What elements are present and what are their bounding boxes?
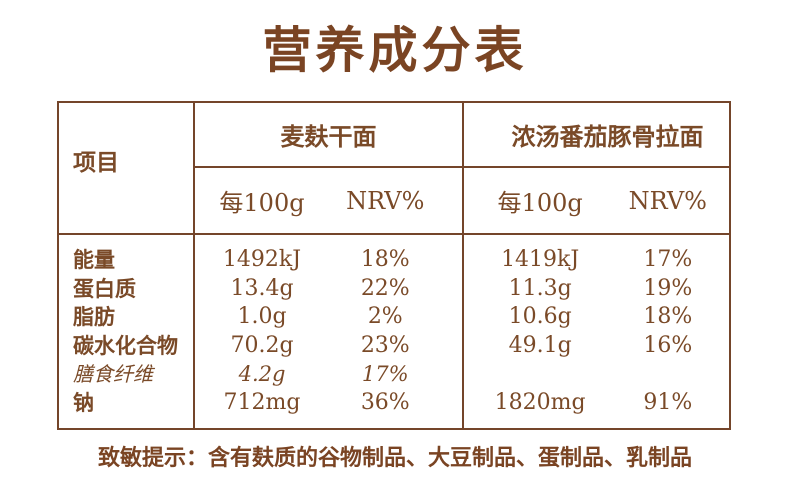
p1-nrv: 17% bbox=[361, 362, 409, 386]
p1-amount: 13.4g bbox=[230, 275, 294, 301]
product1-per100g-header: 每100g bbox=[219, 189, 305, 217]
p1-nrv: 2% bbox=[367, 304, 403, 329]
product2-name-header: 浓汤番茄豚骨拉面 bbox=[511, 122, 704, 151]
product1-name-header: 麦麸干面 bbox=[280, 122, 377, 151]
nutrition-table: 项目 麦麸干面 浓汤番茄豚骨拉面 每100g NRV% 每100g NRV% 能… bbox=[57, 101, 731, 430]
product1-subheaders: 每100g NRV% bbox=[195, 168, 463, 233]
row-label: 能量 bbox=[73, 247, 115, 272]
product2-nrv-header: NRV% bbox=[628, 186, 707, 215]
table-body: 能量 1492kJ 18% 1419kJ 17% 蛋白质 13.4g 22% 1… bbox=[59, 235, 729, 428]
p1-amount: 1492kJ bbox=[222, 247, 302, 272]
table-row-dietary-fiber: 膳食纤维 4.2g 17% bbox=[59, 360, 729, 389]
p2-amount: 1820mg bbox=[494, 389, 586, 415]
p2-nrv bbox=[617, 360, 718, 389]
p2-nrv: 18% bbox=[643, 304, 693, 329]
p1-amount: 712mg bbox=[223, 389, 301, 415]
p1-nrv: 36% bbox=[360, 389, 410, 415]
divider-product-groups bbox=[462, 103, 464, 428]
p2-nrv: 17% bbox=[643, 247, 693, 272]
p1-nrv: 18% bbox=[360, 247, 410, 272]
p2-amount: 10.6g bbox=[508, 304, 572, 329]
row-label: 钠 bbox=[73, 389, 94, 415]
p2-amount: 11.3g bbox=[508, 275, 572, 301]
row-label: 碳水化合物 bbox=[73, 332, 178, 358]
divider-under-product-names bbox=[193, 166, 729, 168]
p2-nrv: 19% bbox=[643, 275, 693, 301]
row-label: 膳食纤维 bbox=[73, 362, 153, 386]
p2-amount bbox=[463, 360, 617, 389]
row-label: 脂肪 bbox=[73, 304, 115, 329]
p2-amount: 49.1g bbox=[508, 332, 572, 358]
product2-per100g-header: 每100g bbox=[497, 189, 583, 217]
table-row-carbohydrate: 碳水化合物 70.2g 23% 49.1g 16% bbox=[59, 332, 729, 361]
p2-nrv: 91% bbox=[643, 389, 693, 415]
p2-nrv: 16% bbox=[643, 332, 693, 358]
divider-under-subheaders bbox=[59, 233, 729, 235]
allergen-notice: 致敏提示：含有麸质的谷物制品、大豆制品、蛋制品、乳制品 bbox=[97, 445, 692, 471]
p1-amount: 70.2g bbox=[230, 332, 294, 358]
p1-nrv: 23% bbox=[360, 332, 410, 358]
divider-item-column bbox=[193, 103, 195, 428]
p2-amount: 1419kJ bbox=[501, 247, 580, 272]
table-row-energy: 能量 1492kJ 18% 1419kJ 17% bbox=[59, 246, 729, 275]
column-header-item: 项目 bbox=[73, 149, 119, 176]
row-label: 蛋白质 bbox=[73, 275, 136, 301]
table-row-protein: 蛋白质 13.4g 22% 11.3g 19% bbox=[59, 275, 729, 304]
p1-nrv: 22% bbox=[360, 275, 410, 301]
page-title: 营养成分表 bbox=[262, 21, 528, 79]
product1-nrv-header: NRV% bbox=[346, 186, 425, 215]
table-row-sodium: 钠 712mg 36% 1820mg 91% bbox=[59, 389, 729, 418]
product2-subheaders: 每100g NRV% bbox=[463, 168, 729, 233]
table-row-fat: 脂肪 1.0g 2% 10.6g 18% bbox=[59, 303, 729, 332]
p1-amount: 4.2g bbox=[238, 362, 286, 386]
p1-amount: 1.0g bbox=[237, 304, 287, 329]
